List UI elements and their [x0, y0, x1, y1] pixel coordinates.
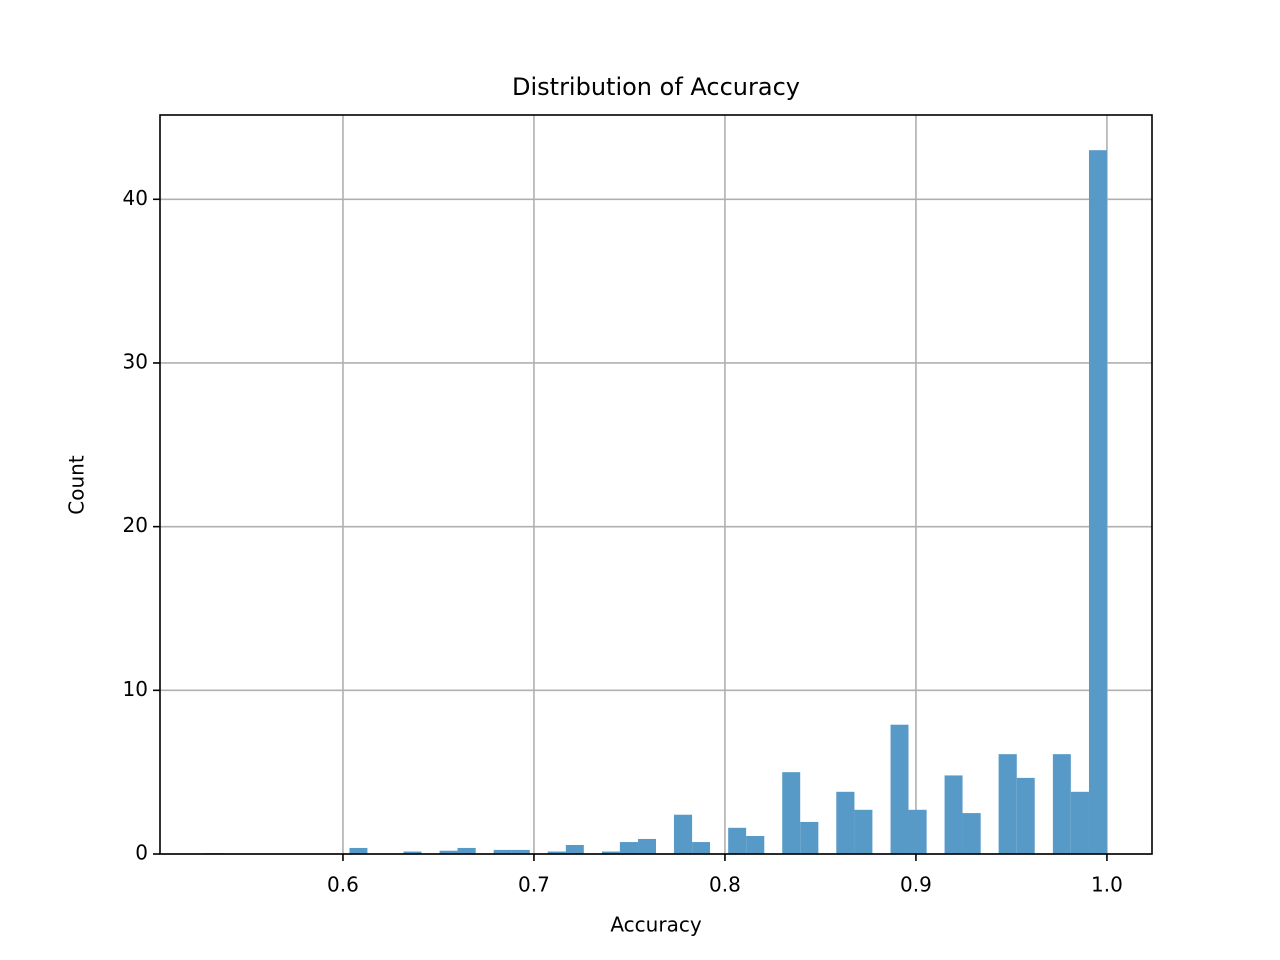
bar [782, 772, 801, 854]
y-tick-label: 20 [123, 513, 148, 537]
bar [439, 850, 458, 854]
bar [638, 838, 656, 854]
bar [673, 814, 693, 854]
bar [493, 849, 512, 854]
x-axis-label: Accuracy [610, 913, 701, 937]
bar [908, 809, 927, 854]
y-tick-label: 10 [123, 677, 148, 701]
x-tick-label: 1.0 [1091, 873, 1123, 897]
chart-title: Distribution of Accuracy [512, 73, 800, 101]
bar [403, 851, 422, 854]
bar [619, 842, 639, 854]
y-axis-label: Count [65, 455, 89, 515]
x-tick-label: 0.6 [327, 873, 359, 897]
bar [746, 835, 765, 854]
plot-frame [159, 114, 1153, 855]
bar-layer [205, 150, 1107, 854]
y-tick-label: 30 [123, 349, 148, 373]
bar [692, 842, 711, 854]
bar [854, 809, 873, 854]
bar [890, 724, 909, 854]
y-tick-label: 0 [135, 841, 148, 865]
bar [998, 754, 1017, 854]
bar [962, 813, 981, 854]
x-tick-label: 0.9 [900, 873, 932, 897]
bar [1016, 777, 1035, 854]
bar [836, 791, 855, 854]
bar [601, 851, 620, 854]
bar [511, 849, 530, 854]
x-tick-label: 0.7 [518, 873, 550, 897]
bar [944, 775, 963, 854]
bar [728, 827, 747, 854]
y-tick-label: 40 [123, 186, 148, 210]
bar [1070, 791, 1089, 854]
bar [457, 847, 476, 854]
bar [1052, 754, 1071, 854]
bar [565, 844, 584, 854]
grid-layer [160, 115, 1152, 855]
bar [800, 821, 819, 854]
bar [547, 851, 566, 854]
x-tick-label: 0.8 [709, 873, 741, 897]
bar [1088, 150, 1107, 854]
axis-layer: 0 10 20 30 40 0.6 0.7 0.8 0.9 1.0 [123, 114, 1153, 897]
bar [349, 847, 368, 854]
